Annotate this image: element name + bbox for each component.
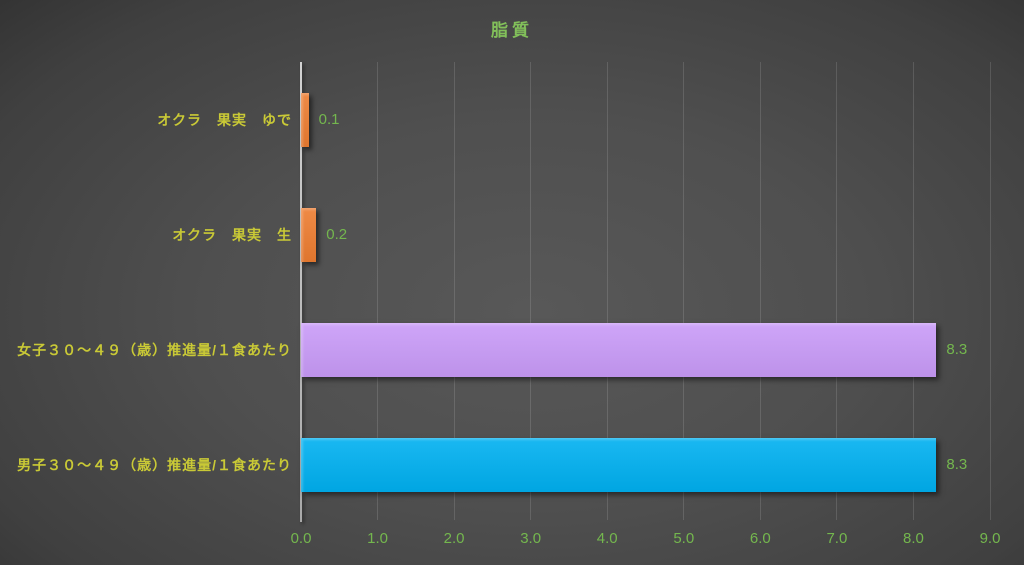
x-tick-label: 1.0 [367, 530, 388, 547]
x-tick-label: 6.0 [749, 530, 771, 547]
vertical-gridline [759, 62, 761, 520]
value-label: 0.2 [326, 225, 348, 243]
vertical-gridline [836, 62, 838, 520]
category-label: オクラ 果実 生 [172, 226, 292, 243]
x-tick-label: 2.0 [443, 530, 465, 547]
vertical-gridline [453, 62, 455, 520]
x-tick-label: 0.0 [290, 530, 312, 547]
bar-cyan-blue [301, 437, 937, 492]
x-tick-label: 5.0 [673, 530, 695, 547]
y-axis-line [300, 62, 302, 522]
category-label: 男子３０～４９（歳）推進量/１食あたり [17, 456, 292, 473]
category-label: オクラ 果実 ゆで [157, 111, 292, 128]
x-tick-label: 3.0 [520, 530, 542, 547]
chart-title: 脂質 [491, 21, 533, 40]
vertical-gridline [683, 62, 685, 520]
x-tick-label: 7.0 [826, 530, 848, 547]
x-tick-label: 9.0 [979, 530, 1001, 547]
plot-area: 0.1 0.2 8.3 8.3 [300, 62, 991, 522]
bar-orange [301, 92, 309, 147]
bar-orange [301, 207, 317, 262]
vertical-gridline [912, 62, 914, 520]
bar-light-purple [301, 322, 937, 377]
x-tick-label: 8.0 [903, 530, 924, 547]
vertical-gridline [989, 62, 991, 520]
value-label: 8.3 [946, 340, 968, 358]
category-label: 女子３０～４９（歳）推進量/１食あたり [17, 341, 292, 358]
x-tick-label: 4.0 [596, 530, 618, 547]
value-label: 8.3 [946, 455, 968, 473]
vertical-gridline [606, 62, 608, 520]
vertical-gridline [530, 62, 532, 520]
vertical-gridline [377, 62, 379, 520]
value-label: 0.1 [318, 110, 340, 128]
